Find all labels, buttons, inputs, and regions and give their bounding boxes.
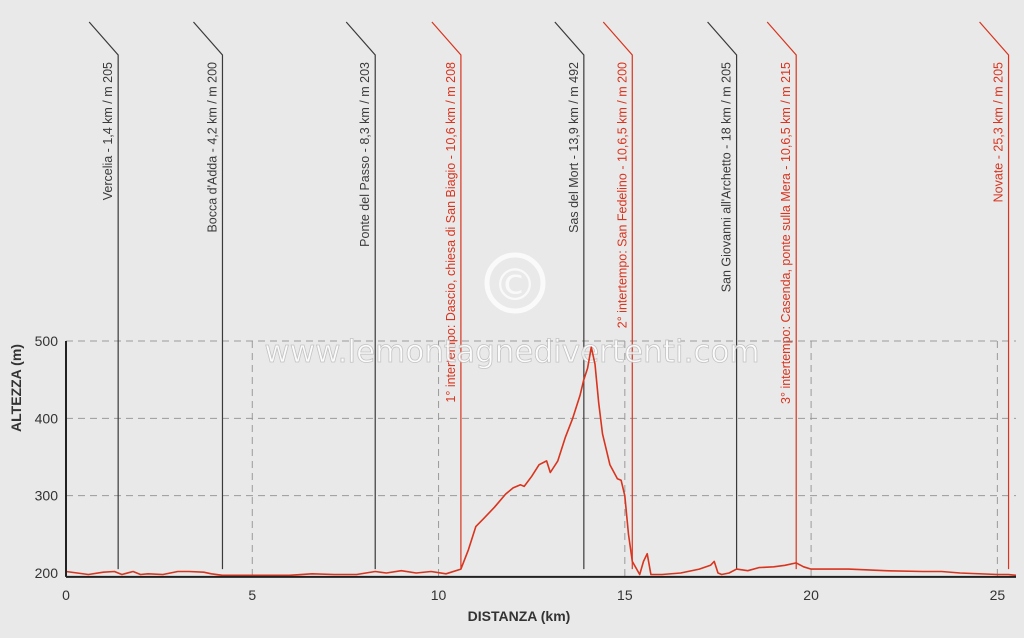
marker-label: 3° intertempo: Casenda, ponte sulla Mera… bbox=[779, 62, 793, 404]
marker-line bbox=[979, 21, 1010, 570]
marker-label: Sas del Mort - 13,9 km / m 492 bbox=[567, 62, 581, 233]
x-axis-label: DISTANZA (km) bbox=[468, 608, 571, 624]
marker-label: 2° intertempo: San Fedelino - 10,6,5 km … bbox=[615, 62, 629, 328]
watermark-copyright-circle bbox=[484, 252, 546, 314]
watermark-copyright-icon: © bbox=[493, 260, 537, 311]
x-tick-label: 20 bbox=[803, 587, 819, 603]
y-tick-label: 300 bbox=[35, 488, 59, 504]
marker-label: 1° intertempo: Dascio, chiesa di San Bia… bbox=[444, 62, 458, 403]
marker-label: Novate - 25,3 km / m 205 bbox=[992, 62, 1006, 202]
elevation-line bbox=[65, 346, 1017, 577]
marker-line bbox=[88, 21, 119, 570]
x-tick-label: 0 bbox=[62, 587, 70, 603]
marker-line bbox=[193, 21, 224, 570]
marker-line bbox=[431, 21, 462, 570]
marker-line bbox=[345, 21, 376, 570]
marker-lines: Vercelia - 1,4 km / m 205 Bocca d'Adda - … bbox=[88, 21, 1010, 570]
watermark: © www.lemontagnedivertenti.com bbox=[264, 252, 760, 370]
y-axis-label: ALTEZZA (m) bbox=[8, 344, 24, 432]
y-tick-label: 200 bbox=[35, 565, 59, 581]
x-tick-label: 15 bbox=[617, 587, 633, 603]
grid bbox=[66, 340, 1016, 577]
axes: 200 300 400 500 0 5 10 15 20 25 bbox=[35, 333, 1016, 603]
y-tick-label: 400 bbox=[35, 410, 59, 426]
marker-label: Ponte del Passo - 8,3 km / m 203 bbox=[358, 62, 372, 247]
marker-line bbox=[554, 21, 585, 570]
marker-line bbox=[766, 21, 797, 570]
y-tick-label: 500 bbox=[35, 333, 59, 349]
watermark-text: www.lemontagnedivertenti.com bbox=[264, 334, 759, 370]
marker-label: San Giovanni all'Archetto - 18 km / m 20… bbox=[720, 62, 734, 292]
marker-line bbox=[707, 21, 738, 570]
x-tick-label: 10 bbox=[431, 587, 447, 603]
x-tick-label: 5 bbox=[248, 587, 256, 603]
marker-line bbox=[602, 21, 633, 570]
elevation-series bbox=[65, 346, 1017, 577]
marker-label: Bocca d'Adda - 4,2 km / m 200 bbox=[205, 62, 219, 233]
x-tick-label: 25 bbox=[990, 587, 1006, 603]
marker-label: Vercelia - 1,4 km / m 205 bbox=[101, 62, 115, 200]
